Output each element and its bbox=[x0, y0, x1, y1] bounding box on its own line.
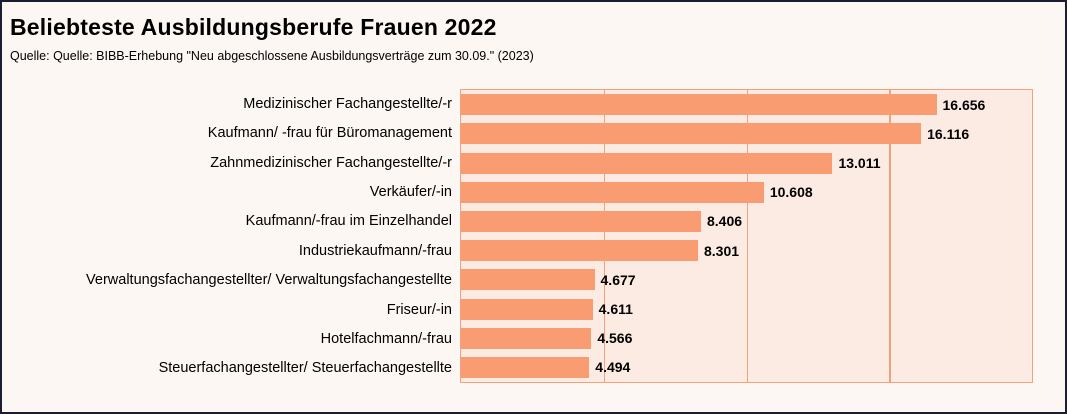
value-label: 4.494 bbox=[595, 359, 631, 376]
category-label: Steuerfachangestellter/ Steuerfachangest… bbox=[158, 360, 452, 377]
chart-title: Beliebteste Ausbildungsberufe Frauen 202… bbox=[10, 14, 497, 40]
category-label: Verkäufer/-in bbox=[369, 183, 452, 200]
category-label: Verwaltungsfachangestellter/ Verwaltungs… bbox=[86, 272, 452, 289]
value-label: 13.011 bbox=[838, 155, 881, 171]
bar-rows: 16.656 16.116 13.011 10.608 8.406 8.301 4.677 4… bbox=[461, 90, 1032, 382]
value-label: 4.566 bbox=[597, 330, 633, 347]
value-label: 16.656 bbox=[942, 96, 986, 113]
bar-row: 4.494 bbox=[461, 353, 1032, 382]
category-axis: Medizinischer Fachangestellte/-r Kaufmann… bbox=[2, 89, 452, 383]
value-label: 10.608 bbox=[769, 184, 813, 201]
value-label: 4.677 bbox=[600, 271, 636, 288]
value-label: 4.611 bbox=[598, 301, 633, 318]
gridline bbox=[603, 90, 606, 382]
category-label: Hotelfachmann/-frau bbox=[320, 330, 452, 347]
bar bbox=[461, 210, 701, 232]
chart-subtitle: Quelle: Quelle: BIBB-Erhebung "Neu abges… bbox=[10, 49, 534, 63]
bar bbox=[461, 269, 595, 291]
value-label: 16.116 bbox=[927, 125, 970, 142]
bar-row: 16.656 bbox=[461, 90, 1032, 119]
category-label: Medizinischer Fachangestellte/-r bbox=[243, 95, 452, 112]
category-label: Kaufmann/-frau im Einzelhandel bbox=[245, 213, 452, 230]
value-label: 8.406 bbox=[706, 213, 743, 230]
gridline bbox=[889, 90, 891, 382]
bar bbox=[461, 356, 590, 378]
bar-row: 8.301 bbox=[461, 236, 1032, 265]
bar bbox=[461, 152, 833, 174]
category-label: Kaufmann/ -frau für Büromanagement bbox=[207, 125, 452, 142]
bar bbox=[461, 240, 698, 262]
bar bbox=[461, 327, 592, 349]
bar bbox=[461, 123, 922, 145]
value-label: 8.301 bbox=[703, 242, 740, 259]
category-label: Zahnmedizinischer Fachangestellte/-r bbox=[210, 154, 452, 171]
bar bbox=[461, 298, 593, 320]
gridline bbox=[746, 90, 748, 382]
category-label: Friseur/-in bbox=[386, 301, 452, 318]
plot-area: 16.656 16.116 13.011 10.608 8.406 8.301 4.677 4… bbox=[460, 89, 1033, 383]
bar-row: 16.116 bbox=[461, 119, 1032, 148]
bar-row: 13.011 bbox=[461, 148, 1032, 177]
bar-row: 8.406 bbox=[461, 207, 1032, 236]
category-label: Industriekaufmann/-frau bbox=[298, 242, 452, 259]
bar bbox=[461, 181, 764, 203]
bar-row: 4.611 bbox=[461, 294, 1032, 323]
bar-row: 10.608 bbox=[461, 178, 1032, 207]
bar-row: 4.677 bbox=[461, 265, 1032, 294]
bar bbox=[461, 94, 937, 116]
bar-row: 4.566 bbox=[461, 324, 1032, 353]
